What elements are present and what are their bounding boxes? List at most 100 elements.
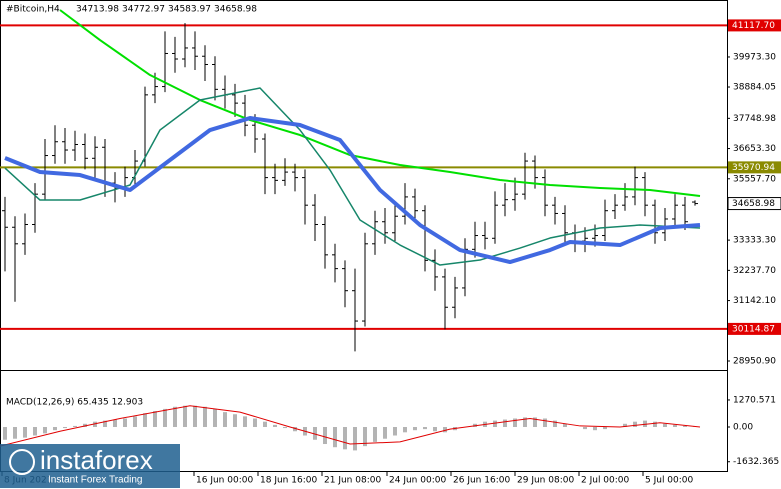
y-tick-label: 37748.98 <box>733 114 776 124</box>
macd-bar <box>233 414 237 427</box>
macd-bar <box>603 427 607 430</box>
macd-bar <box>383 427 387 439</box>
header-close: 34658.98 <box>214 5 257 15</box>
macd-bar <box>173 406 177 427</box>
logo: instaforex Instant Forex Trading <box>0 444 180 488</box>
y-tick-label: 36653.30 <box>733 144 776 154</box>
macd-bar <box>323 427 327 445</box>
level-label-box <box>728 161 781 174</box>
macd-bar <box>93 421 97 427</box>
macd-bar <box>3 427 7 440</box>
macd-bar <box>623 423 627 427</box>
macd-bar <box>443 427 447 433</box>
macd-bar <box>353 427 357 451</box>
macd-bar <box>223 412 227 427</box>
x-tick-label: 16 Jun 00:00 <box>196 476 253 486</box>
macd-bar <box>13 427 17 439</box>
macd-bar <box>373 427 377 442</box>
macd-y-tick-label: 0.00 <box>733 423 753 433</box>
macd-bar <box>433 427 437 432</box>
macd-bar <box>363 427 367 447</box>
macd-bar <box>243 416 247 427</box>
macd-bar <box>63 427 67 429</box>
macd-bar <box>513 418 517 427</box>
macd-bar <box>393 427 397 436</box>
macd-y-tick-label: -1632.365 <box>733 457 779 467</box>
macd-bar <box>553 420 557 427</box>
macd-bar <box>283 427 287 429</box>
x-tick-label: 18 Jun 16:00 <box>260 476 317 486</box>
moving-average <box>4 116 701 265</box>
macd-bar <box>273 424 277 427</box>
macd-bar <box>653 421 657 427</box>
macd-bar <box>663 423 667 427</box>
x-tick-label: 2 Jul 00:00 <box>581 476 630 486</box>
macd-signal <box>0 405 701 447</box>
macd-y-tick-label: 1270.571 <box>733 395 776 405</box>
macd-bar <box>43 427 47 434</box>
macd-bar <box>583 427 587 430</box>
level-label: 35970.94 <box>732 163 775 173</box>
macd-bar <box>333 427 337 448</box>
logo-icon <box>9 449 35 475</box>
macd-bar <box>153 411 157 427</box>
price-label-box <box>727 197 781 211</box>
macd-bar <box>293 427 297 432</box>
level-label-box <box>728 322 781 335</box>
macd-bar <box>143 413 147 427</box>
header-open: 34713.98 <box>76 5 119 15</box>
y-tick-label: 32237.70 <box>733 266 776 276</box>
y-tick-label: 35557.70 <box>733 174 776 184</box>
macd-bar <box>533 417 537 427</box>
macd-bar <box>213 408 217 427</box>
header-low: 34583.97 <box>168 5 211 15</box>
macd-bar <box>493 420 497 427</box>
macd-bar <box>203 406 207 427</box>
y-tick-label: 38884.05 <box>733 83 776 93</box>
macd-bar <box>83 423 87 427</box>
macd-bar <box>683 425 687 427</box>
macd-bar <box>413 427 417 431</box>
macd-bar <box>253 418 257 427</box>
macd-bar <box>673 424 677 427</box>
header-high: 34772.97 <box>122 5 165 15</box>
macd-bar <box>633 421 637 427</box>
macd-bar <box>73 425 77 427</box>
y-tick-label: 28950.90 <box>733 357 776 367</box>
moving-average <box>4 87 701 266</box>
macd-bar <box>503 419 507 427</box>
level-label: 30114.87 <box>732 324 775 334</box>
price-label: 34658.98 <box>732 199 775 209</box>
macd-bar <box>313 427 317 440</box>
macd-bar <box>593 427 597 431</box>
y-tick-label: 39973.30 <box>733 52 776 62</box>
macd-bar <box>523 417 527 427</box>
symbol: #Bitcoin,H4 <box>6 5 60 15</box>
logo-tagline: Instant Forex Trading <box>48 475 143 486</box>
macd-bar <box>263 421 267 427</box>
frame <box>0 0 728 472</box>
macd-bar <box>193 405 197 427</box>
logo-name: instaforex <box>40 445 153 475</box>
x-tick-label: 29 Jun 08:00 <box>517 476 574 486</box>
x-tick-label: 26 Jun 16:00 <box>453 476 510 486</box>
x-tick-label: 5 Jul 00:00 <box>645 476 694 486</box>
macd-bar <box>163 408 167 427</box>
x-tick-label: 21 Jun 08:00 <box>324 476 381 486</box>
moving-average <box>59 9 701 198</box>
macd-bar <box>23 427 27 438</box>
macd-bar <box>343 427 347 450</box>
macd-bar <box>113 419 117 427</box>
macd-bar <box>423 427 427 430</box>
y-tick-label: 31142.10 <box>733 296 776 306</box>
x-tick-label: 24 Jun 00:00 <box>389 476 446 486</box>
macd-bar <box>543 418 547 427</box>
macd-bar <box>403 427 407 433</box>
logo-box <box>0 444 180 488</box>
macd-bar <box>643 420 647 427</box>
macd-label: MACD(12,26,9) 65.435 12.903 <box>6 398 143 408</box>
level-label: 41117.70 <box>732 21 775 31</box>
macd-bar <box>103 420 107 427</box>
macd-bar <box>123 418 127 427</box>
